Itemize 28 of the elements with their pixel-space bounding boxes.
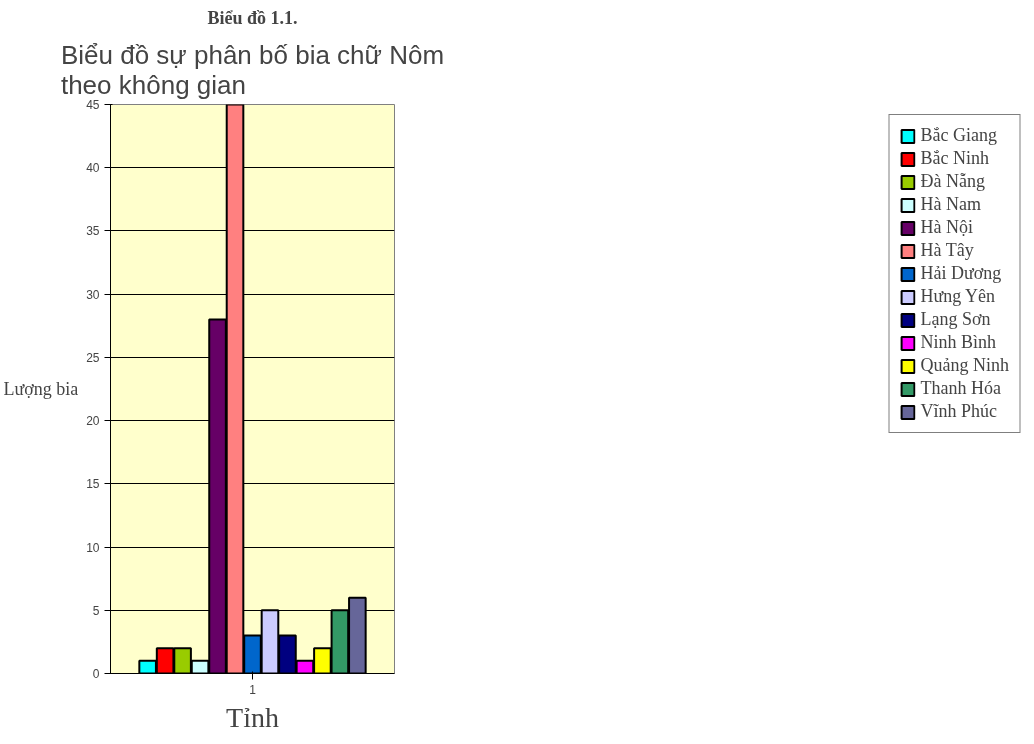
legend-label: Hà Tây — [920, 240, 974, 261]
legend-label: Hà Nam — [920, 194, 981, 215]
y-axis-title: Lượng bia — [3, 379, 79, 399]
y-tick-label: 40 — [86, 161, 100, 176]
legend-label: Ninh Bình — [920, 332, 997, 353]
x-tick-label: 1 — [249, 682, 257, 697]
y-tick-label: 30 — [86, 287, 100, 302]
y-tick-label: 25 — [86, 350, 100, 365]
y-tick-label: 35 — [86, 224, 100, 239]
y-tick-label: 10 — [86, 540, 100, 555]
y-tick-label: 45 — [86, 98, 100, 112]
legend-label: Bắc Ninh — [920, 148, 989, 169]
legend-label: Vĩnh Phúc — [920, 401, 997, 422]
chart-title: Biểu đồ sự phân bố bia chữ Nôm theo không gian — [60, 39, 445, 100]
legend-label: Lạng Sơn — [920, 309, 991, 330]
y-tick-label: 0 — [92, 667, 100, 681]
legend-label: Quảng Ninh — [920, 355, 1009, 376]
y-tick-label: 15 — [86, 477, 100, 492]
text: Biểu đồ 1.1. — [207, 7, 298, 28]
legend-label: Hưng Yên — [920, 286, 996, 307]
x-axis-title: Tỉnh — [226, 701, 279, 733]
legend-label: Thanh Hóa — [920, 378, 1001, 399]
legend-label: Hải Dương — [920, 263, 1002, 284]
legend-label: Đà Nẵng — [920, 171, 985, 192]
legend-label: Hà Nội — [920, 217, 973, 238]
y-tick-label: 5 — [92, 603, 100, 618]
legend-label: Bắc Giang — [920, 125, 997, 146]
y-tick-label: 20 — [86, 414, 100, 429]
